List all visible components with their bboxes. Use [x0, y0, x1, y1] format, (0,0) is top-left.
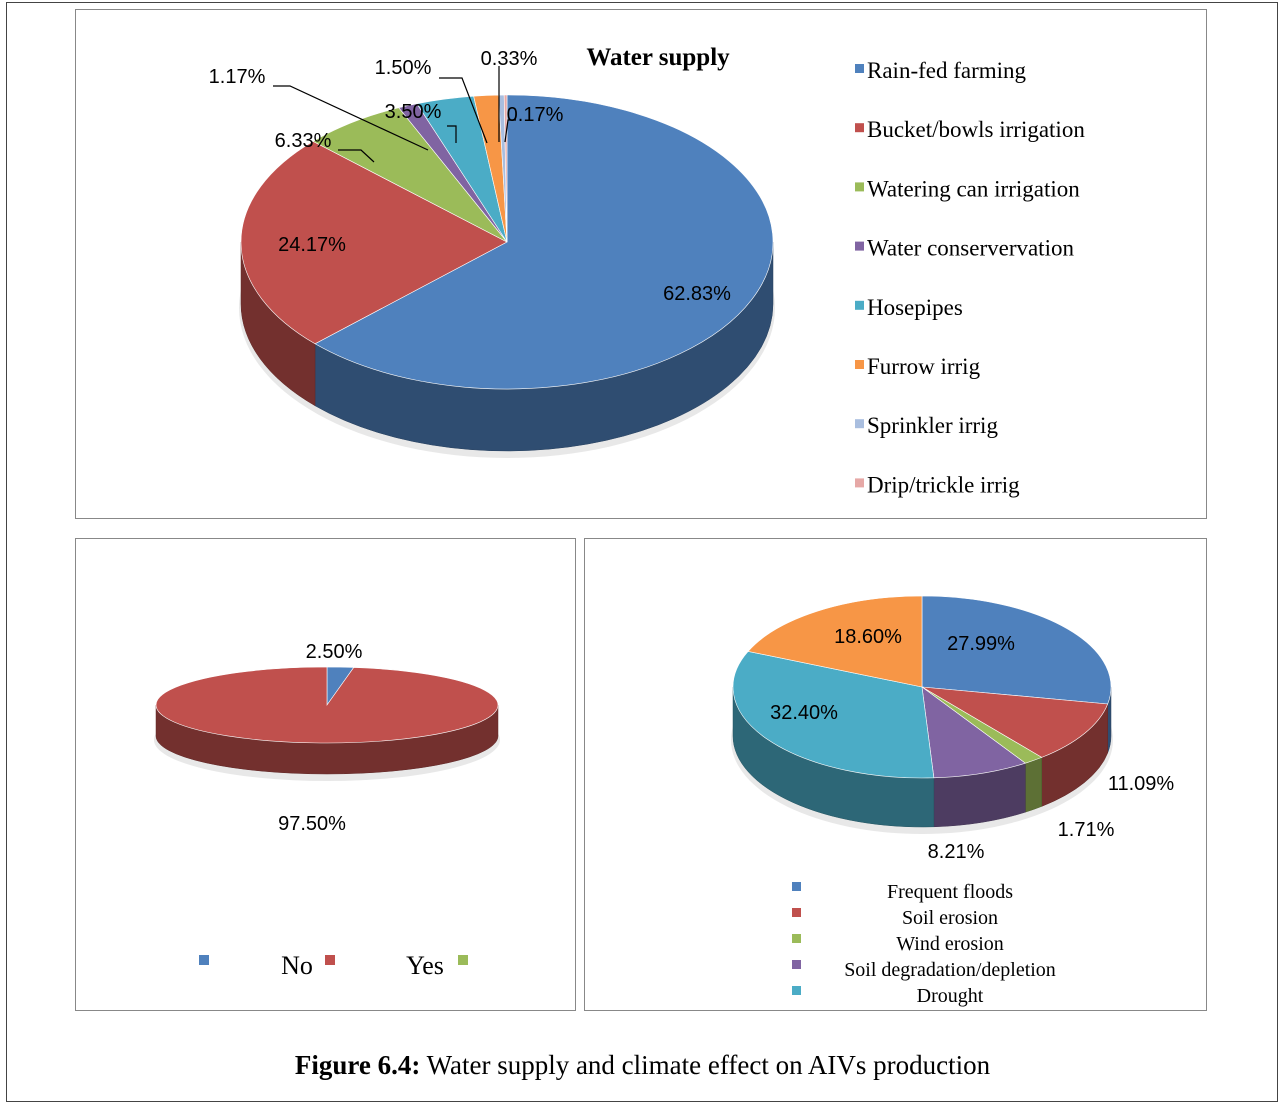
climate-label-frequent-floods: 27.99% [947, 633, 1015, 655]
figure-caption-text: Water supply and climate effect on AIVs … [426, 1050, 991, 1080]
water-supply-legend-swatch-watering-can-irrigation [855, 182, 864, 192]
water-supply-legend-swatch-rain-fed-farming [855, 64, 864, 73]
water-supply-slice-rain-fed-farming [314, 94, 774, 390]
water-supply-label-watering-can-irrigation: 6.33% [275, 130, 332, 152]
water-supply-pie-chart: Water supply 62.83% 24.17% 6.33% 1.17% 3.50% 1… [209, 44, 1086, 497]
yes-no-label-series-0: 2.50% [306, 641, 363, 663]
climate-legend-swatch-soil-degradation-depletion [792, 960, 801, 969]
water-supply-legend-rain-fed-farming: Rain-fed farming [867, 58, 1027, 83]
figure-frame [6, 2, 1278, 1102]
climate-effect-chart-panel: 27.99% 11.09% 1.71% 8.21% 32.40% 18.60% Freque… [584, 538, 1207, 1011]
climate-legend-soil-degradation-depletion: Soil degradation/depletion [844, 959, 1056, 981]
water-supply-title: Water supply [586, 44, 730, 71]
water-supply-legend-drip-trickle-irrig: Drip/trickle irrig [867, 472, 1020, 497]
climate-legend-drought: Drought [917, 985, 984, 1007]
water-supply-label-sprinkler-irrig: 0.33% [481, 48, 538, 70]
water-supply-label-water-conservervation: 1.17% [209, 66, 266, 88]
climate-label-soil-degradation-depletion: 8.21% [928, 841, 985, 863]
water-supply-leader-watering-can-irrigation [338, 149, 375, 163]
water-supply-legend-water-conservervation: Water conservervation [867, 236, 1074, 261]
yes-no-legend-swatch-yes [458, 955, 468, 965]
water-supply-leader-drip-trickle-irrig [504, 119, 516, 143]
yes-no-legend-swatch-series-0 [199, 955, 209, 965]
climate-label-soil-erosion: 11.09% [1108, 773, 1175, 795]
water-supply-label-drip-trickle-irrig: 0.17% [507, 104, 564, 126]
water-supply-label-rain-fed-farming: 62.83% [663, 283, 731, 305]
climate-label-wind-erosion: 1.71% [1058, 819, 1115, 841]
climate-legend-soil-erosion: Soil erosion [902, 907, 998, 929]
water-supply-legend-swatch-drip-trickle-irrig [855, 478, 864, 488]
climate-legend-wind-erosion: Wind erosion [896, 933, 1004, 955]
water-supply-label-hosepipes: 3.50% [385, 101, 442, 123]
climate-side-wind-erosion [1025, 757, 1042, 813]
water-supply-legend-sprinkler-irrig: Sprinkler irrig [867, 413, 998, 438]
water-supply-leader-water-conservervation [273, 85, 429, 151]
water-supply-label-furrow-irrig: 1.50% [375, 57, 432, 79]
yes-no-legend-yes: Yes [406, 951, 444, 980]
climate-label-series-5: 18.60% [834, 626, 902, 648]
figure-caption-label: Figure 6.4: [294, 1050, 421, 1080]
yes-no-pie-chart: 2.50% 97.50% No Yes [154, 641, 500, 980]
yes-no-chart-panel: 2.50% 97.50% No Yes [75, 538, 576, 1011]
water-supply-legend-swatch-water-conservervation [855, 241, 864, 251]
water-supply-legend-bucket-bowls-irrigation: Bucket/bowls irrigation [867, 117, 1085, 142]
water-supply-legend-swatch-bucket-bowls-irrigation [855, 123, 864, 133]
water-supply-leader-hosepipes [447, 125, 457, 143]
yes-no-legend-no: No [281, 951, 313, 980]
climate-legend-frequent-floods: Frequent floods [887, 881, 1013, 903]
climate-legend-swatch-soil-erosion [792, 908, 801, 917]
water-supply-legend-hosepipes: Hosepipes [867, 295, 963, 320]
water-supply-chart-panel: Water supply 62.83% 24.17% 6.33% 1.17% 3.50% 1… [75, 9, 1207, 519]
climate-effect-pie-chart: 27.99% 11.09% 1.71% 8.21% 32.40% 18.60% Freque… [731, 595, 1175, 1007]
water-supply-legend-furrow-irrig: Furrow irrig [867, 354, 981, 379]
water-supply-label-bucket-bowls-irrigation: 24.17% [278, 234, 346, 256]
climate-legend-swatch-frequent-floods [792, 882, 801, 891]
water-supply-legend-swatch-furrow-irrig [855, 360, 864, 369]
climate-slice-frequent-floods [921, 595, 1112, 705]
climate-slice-series-5 [747, 595, 923, 688]
water-supply-slice-bucket-bowls-irrigation [240, 141, 508, 345]
climate-label-drought: 32.40% [770, 702, 838, 724]
water-supply-legend-swatch-hosepipes [855, 300, 864, 310]
yes-no-label-no: 97.50% [278, 813, 346, 835]
figure-caption: Figure 6.4: Water supply and climate eff… [0, 1050, 1285, 1081]
yes-no-slice-no [155, 666, 499, 744]
climate-legend-swatch-wind-erosion [792, 934, 801, 943]
climate-slice-soil-erosion [921, 686, 1109, 758]
water-supply-legend-watering-can-irrigation: Watering can irrigation [867, 176, 1080, 201]
yes-no-legend-swatch-no [325, 955, 335, 965]
climate-slice-soil-degradation-depletion [921, 686, 1027, 779]
water-supply-legend-swatch-sprinkler-irrig [855, 419, 864, 429]
water-supply-leader-furrow-irrig [439, 77, 488, 144]
climate-legend-swatch-drought [792, 986, 801, 995]
climate-slice-drought [732, 651, 935, 779]
